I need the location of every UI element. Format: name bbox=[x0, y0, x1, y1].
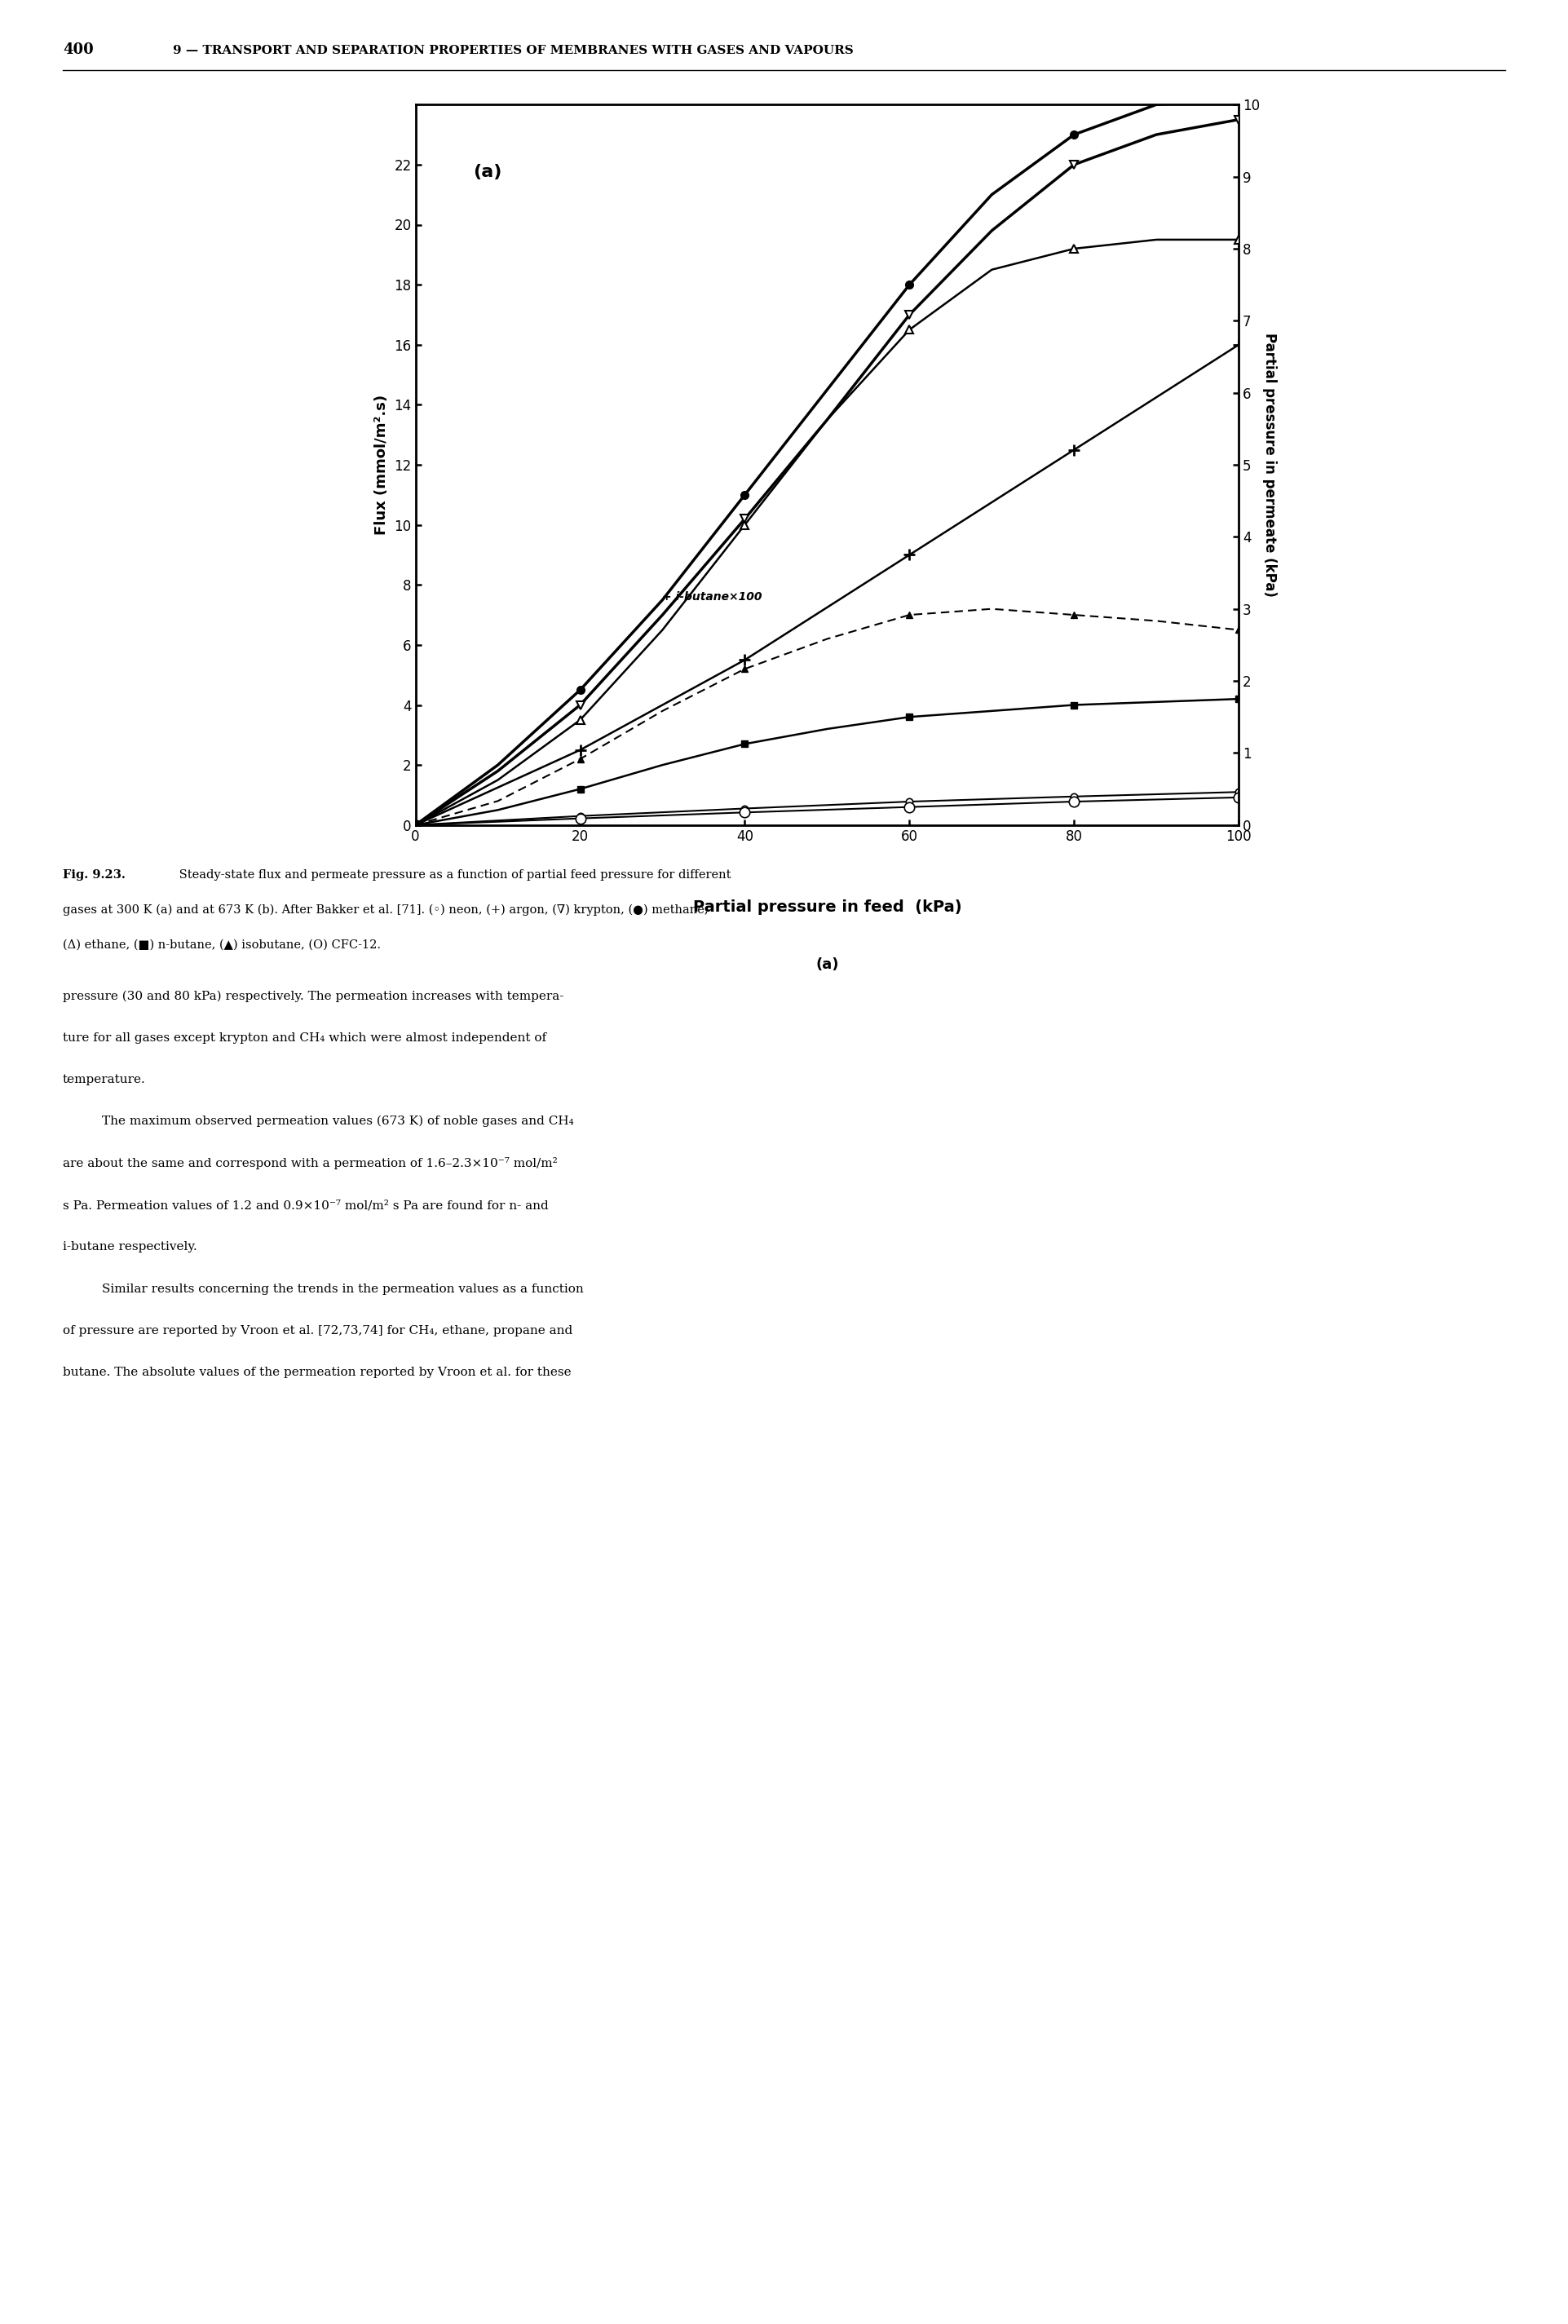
Text: pressure (30 and 80 kPa) respectively. The permeation increases with tempera-: pressure (30 and 80 kPa) respectively. T… bbox=[63, 990, 563, 1002]
Text: temperature.: temperature. bbox=[63, 1074, 146, 1085]
Text: Fig. 9.23.: Fig. 9.23. bbox=[63, 869, 125, 881]
Text: 400: 400 bbox=[63, 42, 94, 56]
Text: (Δ) ethane, (■) n-butane, (▲) isobutane, (O) CFC-12.: (Δ) ethane, (■) n-butane, (▲) isobutane,… bbox=[63, 939, 381, 951]
Text: 9 — TRANSPORT AND SEPARATION PROPERTIES OF MEMBRANES WITH GASES AND VAPOURS: 9 — TRANSPORT AND SEPARATION PROPERTIES … bbox=[172, 44, 853, 56]
Y-axis label: Partial pressure in permeate (kPa): Partial pressure in permeate (kPa) bbox=[1262, 332, 1276, 597]
Text: of pressure are reported by Vroon et al. [72,73,74] for CH₄, ethane, propane and: of pressure are reported by Vroon et al.… bbox=[63, 1325, 572, 1336]
Text: Similar results concerning the trends in the permeation values as a function: Similar results concerning the trends in… bbox=[102, 1283, 583, 1294]
Y-axis label: Flux (mmol/m².s): Flux (mmol/m².s) bbox=[373, 395, 389, 535]
Text: gases at 300 K (a) and at 673 K (b). After Bakker et al. [71]. (◦) neon, (+) arg: gases at 300 K (a) and at 673 K (b). Aft… bbox=[63, 904, 709, 916]
Text: (a): (a) bbox=[815, 957, 839, 971]
Text: are about the same and correspond with a permeation of 1.6–2.3×10⁻⁷ mol/m²: are about the same and correspond with a… bbox=[63, 1157, 558, 1169]
Text: butane. The absolute values of the permeation reported by Vroon et al. for these: butane. The absolute values of the perme… bbox=[63, 1367, 571, 1378]
Text: + i-butane×100: + i-butane×100 bbox=[663, 590, 762, 602]
Text: ture for all gases except krypton and CH₄ which were almost independent of: ture for all gases except krypton and CH… bbox=[63, 1032, 546, 1043]
Text: i-butane respectively.: i-butane respectively. bbox=[63, 1241, 198, 1253]
Text: s Pa. Permeation values of 1.2 and 0.9×10⁻⁷ mol/m² s Pa are found for n- and: s Pa. Permeation values of 1.2 and 0.9×1… bbox=[63, 1199, 549, 1211]
Text: Partial pressure in feed  (kPa): Partial pressure in feed (kPa) bbox=[693, 899, 961, 916]
Text: The maximum observed permeation values (673 K) of noble gases and CH₄: The maximum observed permeation values (… bbox=[102, 1116, 574, 1127]
Text: (a): (a) bbox=[474, 163, 502, 179]
Text: Steady-state flux and permeate pressure as a function of partial feed pressure f: Steady-state flux and permeate pressure … bbox=[176, 869, 731, 881]
